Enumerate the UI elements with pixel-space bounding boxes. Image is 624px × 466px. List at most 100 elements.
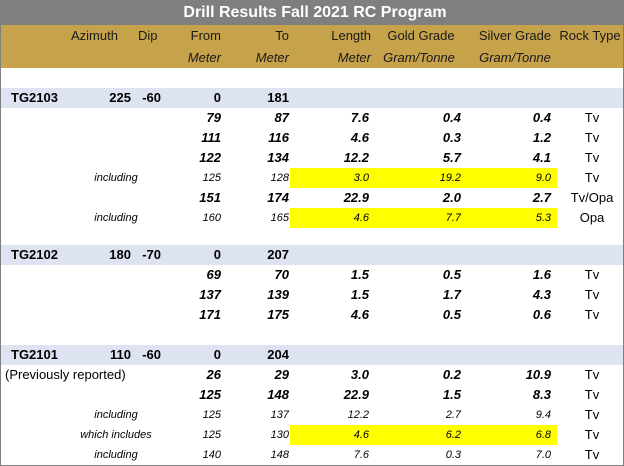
interval-to: 70 — [274, 267, 289, 282]
interval-length: 7.6 — [353, 449, 369, 461]
row-label: including — [94, 409, 138, 421]
unit-silver: Gram/Tonne — [479, 50, 551, 65]
interval-to: 116 — [268, 130, 289, 145]
gold-grade: 5.7 — [442, 150, 461, 165]
interval-from: 140 — [202, 449, 221, 461]
interval-length: 4.6 — [353, 212, 369, 224]
silver-grade: 7.0 — [535, 449, 551, 461]
interval-to: 134 — [267, 150, 289, 165]
rock-type: Tv/Opa — [570, 190, 614, 205]
hole-dip: -60 — [142, 90, 161, 105]
rock-type: Tv — [584, 287, 600, 302]
interval-length: 4.6 — [353, 429, 369, 441]
interval-length: 7.6 — [350, 110, 369, 125]
header-gold-grade: Gold Grade — [387, 28, 455, 43]
interval-length: 3.0 — [350, 367, 369, 382]
interval-to: 137 — [270, 409, 289, 421]
gold-grade: 1.5 — [442, 387, 461, 402]
interval-to: 139 — [267, 287, 289, 302]
gold-grade: 19.2 — [439, 172, 461, 184]
gold-grade: 1.7 — [442, 287, 461, 302]
gold-grade: 0.4 — [442, 110, 461, 125]
header-azimuth: Azimuth — [71, 28, 118, 43]
hole-azimuth: 180 — [109, 247, 131, 262]
hole-id: TG2103 — [11, 90, 58, 105]
interval-from: 125 — [202, 172, 221, 184]
hole-header-row — [1, 345, 623, 365]
interval-length: 4.6 — [350, 307, 369, 322]
interval-to: 165 — [270, 212, 289, 224]
interval-to: 175 — [267, 307, 289, 322]
rock-type: Tv — [584, 407, 600, 422]
interval-to: 148 — [270, 449, 289, 461]
interval-from: 137 — [199, 287, 221, 302]
interval-from: 151 — [199, 190, 221, 205]
interval-length: 22.9 — [343, 190, 369, 205]
hole-azimuth: 225 — [109, 90, 131, 105]
interval-length: 1.5 — [350, 287, 369, 302]
row-label: including — [94, 212, 138, 224]
rock-type: Tv — [584, 130, 600, 145]
header-silver-grade: Silver Grade — [478, 28, 552, 43]
silver-grade: 0.4 — [532, 110, 551, 125]
hole-to: 181 — [267, 90, 289, 105]
interval-length: 22.9 — [343, 387, 369, 402]
interval-length: 12.2 — [343, 150, 369, 165]
header-to: To — [275, 28, 289, 43]
header-from: From — [190, 28, 221, 43]
silver-grade: 8.3 — [532, 387, 551, 402]
silver-grade: 4.1 — [532, 150, 551, 165]
interval-to: 128 — [270, 172, 289, 184]
gold-grade: 2.7 — [445, 409, 461, 421]
gold-grade: 6.2 — [445, 429, 461, 441]
grade-highlight — [290, 425, 557, 445]
gold-grade: 0.3 — [445, 449, 461, 461]
interval-from: 79 — [206, 110, 221, 125]
interval-length: 3.0 — [353, 172, 369, 184]
hole-to: 207 — [267, 247, 289, 262]
gold-grade: 0.5 — [442, 307, 461, 322]
row-label: which includes — [80, 429, 152, 441]
gold-grade: 0.2 — [442, 367, 461, 382]
silver-grade: 2.7 — [532, 190, 551, 205]
rock-type: Tv — [584, 387, 600, 402]
interval-to: 148 — [267, 387, 289, 402]
interval-from: 160 — [202, 212, 221, 224]
rock-type: Tv — [584, 150, 600, 165]
hole-from: 0 — [213, 247, 221, 262]
hole-from: 0 — [213, 90, 221, 105]
header-dip: Dip — [138, 28, 158, 43]
hole-from: 0 — [213, 347, 221, 362]
units-row: Meter Meter Meter Gram/Tonne Gram/Tonne — [1, 47, 623, 68]
table-title: Drill Results Fall 2021 RC Program — [1, 1, 623, 25]
rock-type: Tv — [584, 447, 600, 462]
row-note: (Previously reported) — [5, 367, 126, 382]
rock-type: Tv — [584, 267, 600, 282]
silver-grade: 6.8 — [535, 429, 551, 441]
interval-to: 130 — [270, 429, 289, 441]
hole-dip: -60 — [142, 347, 161, 362]
interval-from: 69 — [206, 267, 221, 282]
interval-from: 122 — [199, 150, 221, 165]
hole-id: TG2102 — [11, 247, 58, 262]
silver-grade: 1.2 — [532, 130, 551, 145]
silver-grade: 9.0 — [535, 172, 551, 184]
unit-length: Meter — [337, 50, 371, 65]
hole-id: TG2101 — [11, 347, 58, 362]
rock-type: Opa — [579, 210, 605, 225]
grade-highlight — [290, 168, 557, 188]
hole-header-row — [1, 245, 623, 265]
silver-grade: 1.6 — [532, 267, 551, 282]
interval-length: 1.5 — [350, 267, 369, 282]
unit-from: Meter — [187, 50, 221, 65]
rock-type: Tv — [584, 427, 600, 442]
silver-grade: 10.9 — [525, 367, 551, 382]
interval-to: 174 — [267, 190, 289, 205]
interval-length: 4.6 — [350, 130, 369, 145]
hole-header-row — [1, 88, 623, 108]
row-label: including — [94, 172, 138, 184]
hole-to: 204 — [267, 347, 289, 362]
rock-type: Tv — [584, 110, 600, 125]
interval-to: 87 — [274, 110, 289, 125]
hole-dip: -70 — [142, 247, 161, 262]
